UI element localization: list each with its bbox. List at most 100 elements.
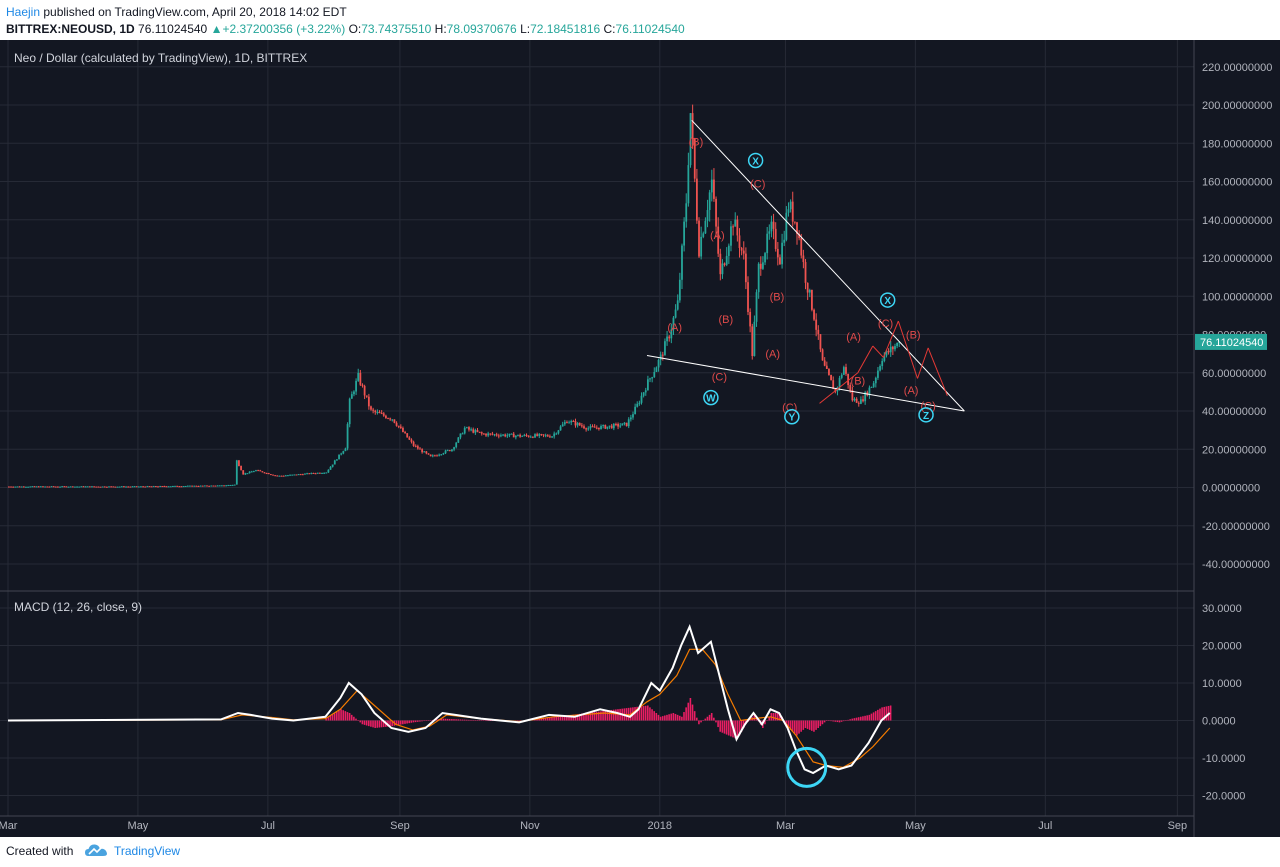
candle-body xyxy=(755,292,758,322)
candle-body xyxy=(595,427,598,429)
candle-body xyxy=(255,470,257,472)
projection-line xyxy=(857,345,874,373)
candle-body xyxy=(42,486,44,488)
macd-histogram-bar xyxy=(397,720,400,725)
macd-histogram-bar xyxy=(480,720,483,721)
candle-body xyxy=(491,433,494,435)
candle-body xyxy=(453,447,455,450)
macd-histogram-bar xyxy=(612,709,615,721)
macd-histogram-bar xyxy=(736,720,739,740)
candle-body xyxy=(608,425,611,427)
candle-body xyxy=(44,486,47,488)
candle-body xyxy=(715,198,717,227)
candle-body xyxy=(329,466,332,470)
candle-body xyxy=(879,366,881,371)
macd-histogram-bar xyxy=(885,706,888,721)
macd-histogram-bar xyxy=(570,714,572,721)
candle-body xyxy=(402,427,404,433)
candle-body xyxy=(838,377,841,388)
candle-body xyxy=(653,371,656,378)
candle-body xyxy=(140,486,142,488)
candle-body xyxy=(391,419,394,421)
candle-body xyxy=(174,485,176,487)
macd-histogram-bar xyxy=(416,720,419,722)
candle-body xyxy=(749,311,752,327)
candle-body xyxy=(610,425,613,429)
candle-body xyxy=(851,390,854,401)
candle-body xyxy=(823,360,826,366)
candle-body xyxy=(203,485,206,487)
macd-histogram-bar xyxy=(847,719,849,721)
time-tick-label: 2018 xyxy=(648,820,672,832)
candle-body xyxy=(355,380,357,392)
macd-histogram-bar xyxy=(617,709,619,721)
candle-body xyxy=(20,486,23,488)
price-axis[interactable]: 220.00000000 200.00000000 180.00000000 160.… xyxy=(1195,62,1272,571)
candle-body xyxy=(649,378,651,380)
candle-body xyxy=(154,486,157,488)
candle-body xyxy=(808,289,811,293)
macd-histogram-bar xyxy=(482,720,485,721)
price-tick-label: 20.00000000 xyxy=(1202,444,1266,456)
candle-body xyxy=(361,384,364,386)
candle-body xyxy=(235,460,238,485)
candle-body xyxy=(657,360,660,368)
macd-histogram-bar xyxy=(608,710,611,721)
candle-body xyxy=(218,485,221,487)
candle-body xyxy=(668,336,671,339)
macd-histogram-bar xyxy=(749,719,751,721)
macd-histogram-bar xyxy=(836,720,839,723)
time-axis[interactable]: Mar May Jul Sep Nov 2018 Mar May Jul Sep xyxy=(0,820,1187,832)
tradingview-brand-link[interactable]: TradingView xyxy=(114,844,181,858)
time-tick-label: Mar xyxy=(776,820,795,832)
author-link[interactable]: Haejin xyxy=(6,5,41,19)
macd-line xyxy=(7,624,891,775)
candle-body xyxy=(142,486,144,488)
candle-body xyxy=(163,486,166,488)
macd-histogram-bar xyxy=(661,716,664,721)
time-tick-label: Jul xyxy=(1038,820,1052,832)
candle-body xyxy=(898,342,901,344)
macd-histogram-bar xyxy=(806,720,809,729)
candle-body xyxy=(161,486,164,488)
wave-circle-marker xyxy=(879,292,896,308)
candle-body xyxy=(549,436,551,438)
macd-histogram-bar xyxy=(436,719,438,721)
candle-body xyxy=(666,336,668,342)
candle-body xyxy=(757,263,760,293)
macd-histogram-bar xyxy=(695,717,698,721)
macd-histogram-bar xyxy=(832,720,834,722)
candle-body xyxy=(112,486,115,488)
macd-histogram-bar xyxy=(740,720,743,732)
candle-body xyxy=(872,383,875,387)
candle-body xyxy=(647,379,649,391)
candle-body xyxy=(787,209,790,213)
candle-body xyxy=(144,486,147,488)
macd-histogram-bar xyxy=(404,720,406,724)
candle-body xyxy=(442,453,445,455)
close-label: C: xyxy=(603,22,616,36)
macd-histogram-bar xyxy=(544,718,547,721)
candle-body xyxy=(559,426,562,431)
macd-histogram-bar xyxy=(657,714,660,721)
projection-line xyxy=(917,347,929,379)
macd-histogram-bar xyxy=(734,720,736,739)
candle-body xyxy=(274,475,277,477)
candle-body xyxy=(434,455,436,457)
chart-area[interactable]: (B) (C) (A) (A) (B) (C) (B) (A) (C) (A) (B) (C) (B)(… xyxy=(0,40,1280,837)
macd-histogram-bar xyxy=(636,706,638,721)
candle-body xyxy=(118,486,121,488)
chart-svg[interactable]: (B)(C)(A)(A)(B)(C)(B)(A)(C)(A)(B)(C)(B)(… xyxy=(0,40,1280,837)
macd-axis[interactable]: 30.0000 20.0000 10.0000 0.0000 -10.0000 -20.0… xyxy=(1202,603,1245,803)
candle-body xyxy=(244,473,247,475)
wave-label: (A) xyxy=(846,331,861,343)
candle-body xyxy=(804,262,807,283)
candle-body xyxy=(61,486,64,488)
candle-body xyxy=(602,425,605,427)
candle-body xyxy=(636,403,639,407)
macd-histogram-bar xyxy=(817,720,819,728)
candle-body xyxy=(76,486,78,488)
macd-histogram-bar xyxy=(704,718,707,721)
macd-histogram-bar xyxy=(561,716,564,721)
candle-body xyxy=(280,475,283,477)
